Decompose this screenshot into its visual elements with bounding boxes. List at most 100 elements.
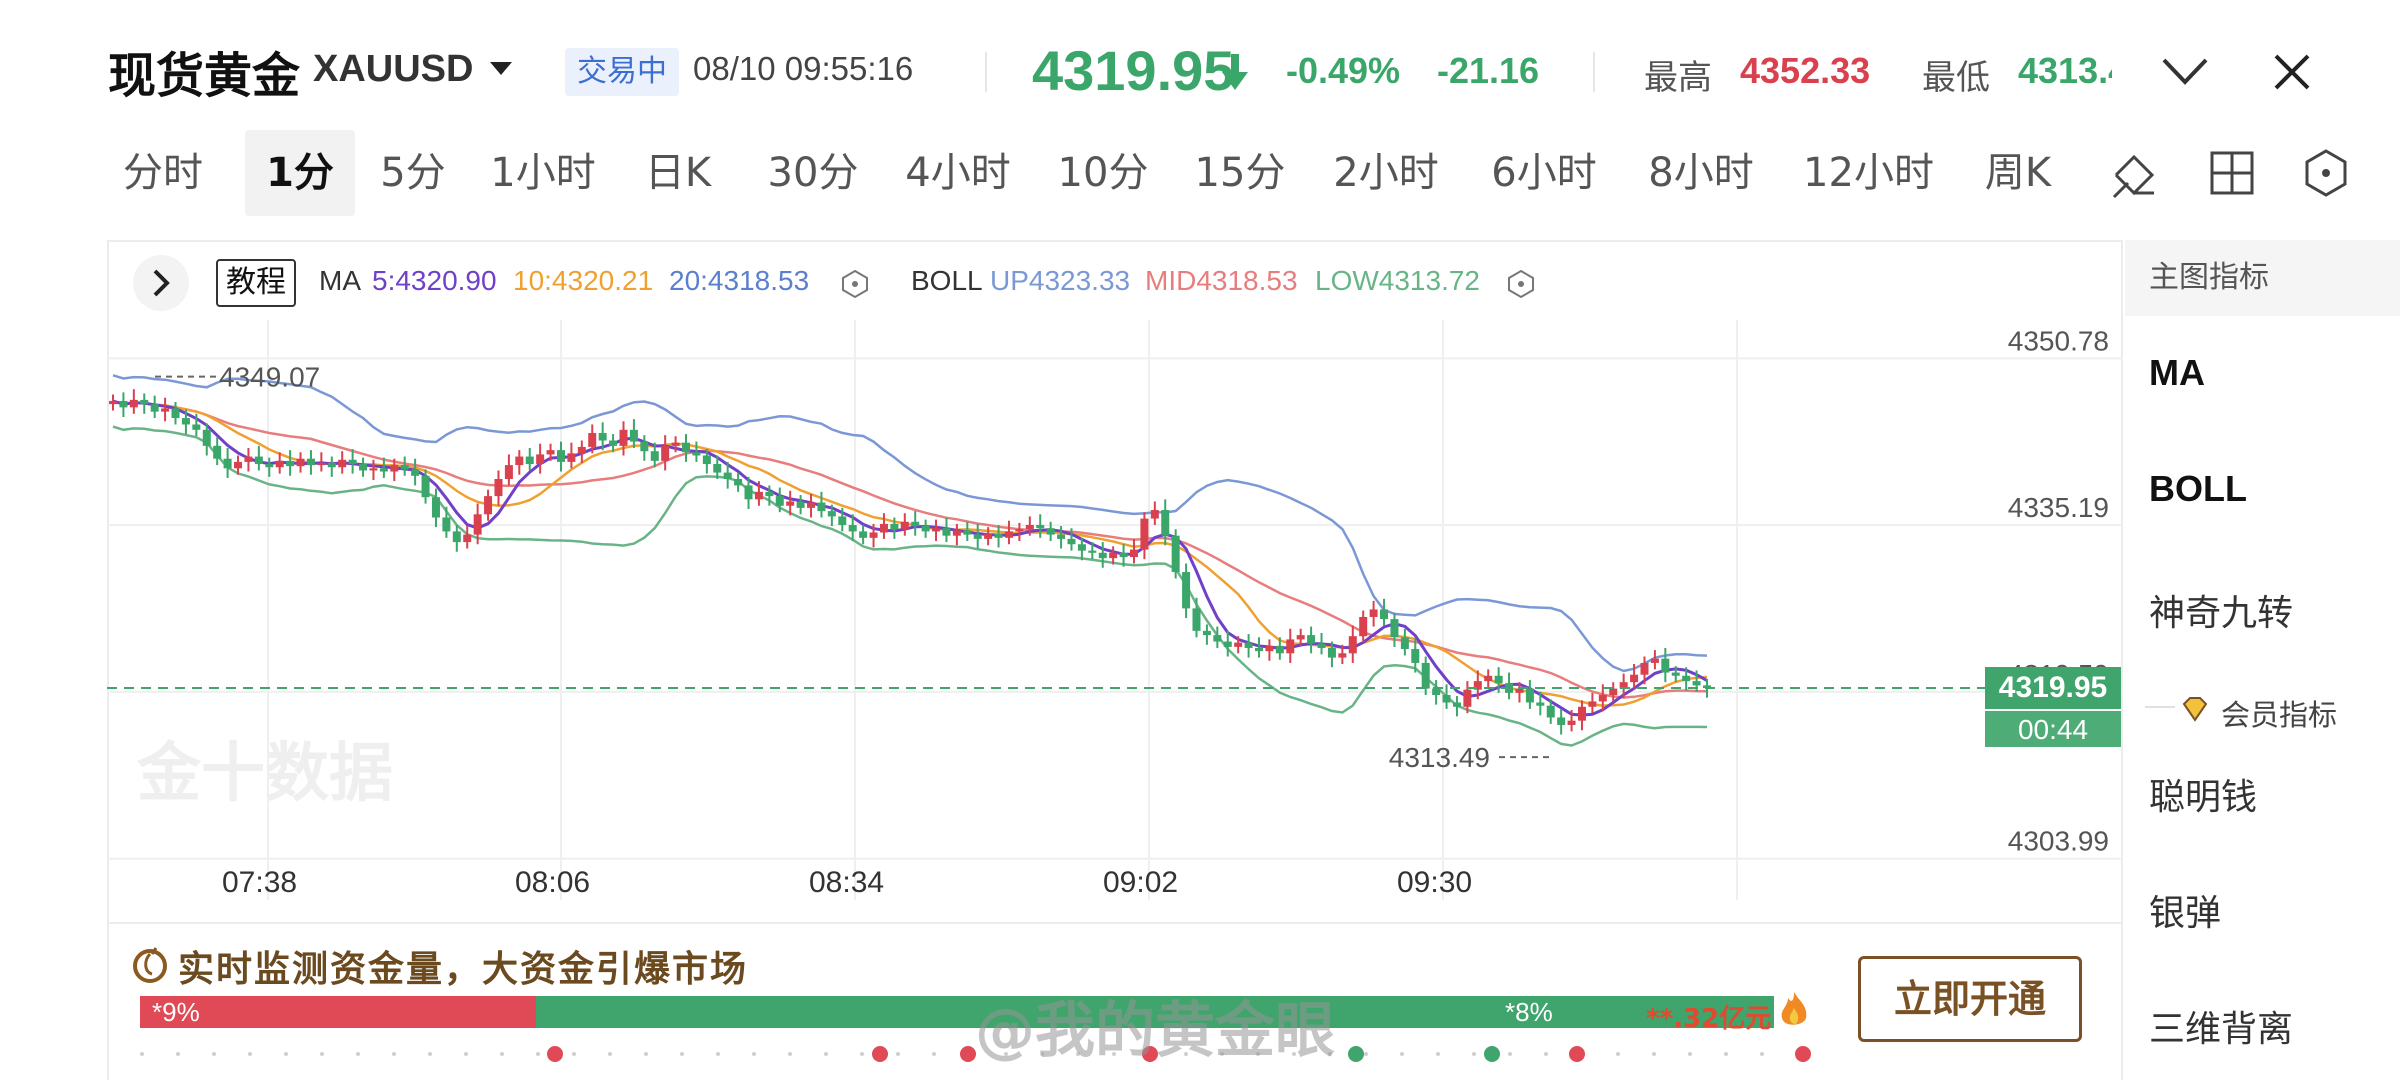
candle <box>984 533 993 539</box>
candle <box>1234 642 1243 647</box>
indicator-item-divergence[interactable]: 三维背离 <box>2149 1009 2294 1050</box>
layout-grid-icon[interactable] <box>2204 145 2260 201</box>
candle <box>452 531 461 543</box>
candle <box>1327 647 1336 658</box>
candle <box>890 523 899 530</box>
page-title: 现货黄金 <box>108 48 301 104</box>
change-percent: -0.49% <box>1286 50 1401 91</box>
current-price-tag: 4319.95 00:44 <box>1985 667 2121 747</box>
candle <box>1348 636 1357 654</box>
tab-period[interactable]: 30分 <box>767 150 859 196</box>
settings-hexagon-icon[interactable] <box>2298 145 2354 201</box>
draw-tool-icon[interactable] <box>2108 145 2164 201</box>
indicator-item-boll[interactable]: BOLL <box>2149 468 2247 509</box>
tab-period[interactable]: 日K <box>644 150 712 196</box>
indicator-item-smart-money[interactable]: 聪明钱 <box>2149 777 2258 818</box>
candle <box>1223 641 1232 647</box>
candle <box>1411 649 1420 663</box>
boll-mid-line <box>112 399 1708 699</box>
x-tick: 09:30 <box>1397 866 1473 899</box>
candle <box>900 521 909 530</box>
candle <box>577 446 586 454</box>
timeline-dot <box>644 1052 648 1056</box>
candle <box>765 491 774 497</box>
candle <box>1473 681 1482 690</box>
indicator-item-td9[interactable]: 神奇九转 <box>2149 593 2294 634</box>
indicator-item-ma[interactable]: MA <box>2149 352 2205 393</box>
tab-period[interactable]: 10分 <box>1057 150 1149 196</box>
tutorial-button[interactable]: 教程 <box>216 259 296 307</box>
timeline-dot <box>212 1052 216 1056</box>
candle <box>515 456 524 466</box>
flow-marker <box>1142 1046 1158 1062</box>
candle <box>786 501 795 506</box>
tab-period[interactable]: 周K <box>1984 150 2052 196</box>
indicator-side-panel: 主图指标 MA BOLL 神奇九转 会员指标 聪明钱 银弹 三维背离 <box>2125 240 2400 1080</box>
tab-period-active[interactable]: 1分 <box>245 130 355 216</box>
tab-period[interactable]: 5分 <box>380 150 446 196</box>
candle <box>1307 635 1316 644</box>
ma20-value: 20:4318.53 <box>669 265 810 296</box>
subscribe-button[interactable]: 立即开通 <box>1858 956 2082 1042</box>
candle <box>463 534 472 543</box>
symbol-selector[interactable]: XAUUSD <box>313 48 474 90</box>
ma5-value: 5:4320.90 <box>372 265 497 296</box>
candle-countdown: 00:44 <box>1985 709 2121 747</box>
indicator-bar: 教程 MA 5:4320.90 10:4320.21 20:4318.53 BO… <box>133 255 1613 311</box>
candle <box>702 455 711 465</box>
ma-settings-icon[interactable] <box>840 269 870 299</box>
candle <box>1525 688 1534 703</box>
candle <box>1588 701 1597 707</box>
candle <box>1129 549 1138 558</box>
candle <box>567 453 576 462</box>
flow-marker <box>960 1046 976 1062</box>
boll-settings-icon[interactable] <box>1506 269 1536 299</box>
expand-button[interactable] <box>133 255 189 311</box>
candle <box>192 424 201 430</box>
candle <box>1182 572 1191 609</box>
candle <box>338 459 347 468</box>
panel-heading: 主图指标 <box>2125 240 2400 316</box>
candle <box>161 408 170 412</box>
timeline-dot <box>572 1052 576 1056</box>
timeline-dot <box>680 1052 684 1056</box>
candle <box>1661 658 1670 673</box>
candle <box>796 501 805 508</box>
timeline-dot <box>1220 1052 1224 1056</box>
timeline-dot <box>464 1052 468 1056</box>
candle <box>1557 717 1566 725</box>
tab-period[interactable]: 12小时 <box>1803 150 1934 196</box>
tab-period[interactable]: 4小时 <box>905 150 1011 196</box>
tab-period[interactable]: 分时 <box>123 150 203 196</box>
tab-period[interactable]: 1小时 <box>490 150 596 196</box>
divider <box>2145 706 2175 708</box>
tab-period[interactable]: 2小时 <box>1333 150 1439 196</box>
candle <box>1630 674 1639 683</box>
tab-period[interactable]: 15分 <box>1194 150 1286 196</box>
low-value: 4313.4 <box>2018 50 2112 91</box>
candle <box>1484 675 1493 682</box>
chevron-down-icon[interactable] <box>2160 54 2210 88</box>
fire-icon <box>1781 992 1807 1025</box>
low-mark-label: 4313.49 <box>1389 742 1490 773</box>
candle <box>1421 662 1430 689</box>
candle <box>650 451 659 461</box>
candle <box>629 429 638 442</box>
tab-period[interactable]: 8小时 <box>1648 150 1754 196</box>
candle <box>484 496 493 515</box>
candle <box>1202 630 1211 636</box>
candle <box>1380 609 1389 620</box>
timeline-dot <box>1688 1052 1692 1056</box>
candle <box>1703 685 1711 689</box>
caret-down-icon[interactable] <box>490 62 512 75</box>
tab-period[interactable]: 6小时 <box>1491 150 1597 196</box>
indicator-item-silver-bullet[interactable]: 银弹 <box>2149 893 2222 934</box>
close-icon[interactable] <box>2270 50 2314 94</box>
candle <box>223 458 232 469</box>
candle <box>275 460 284 468</box>
candles <box>109 389 1711 735</box>
candle <box>609 440 618 446</box>
candle <box>994 533 1003 538</box>
candle <box>1369 609 1378 617</box>
